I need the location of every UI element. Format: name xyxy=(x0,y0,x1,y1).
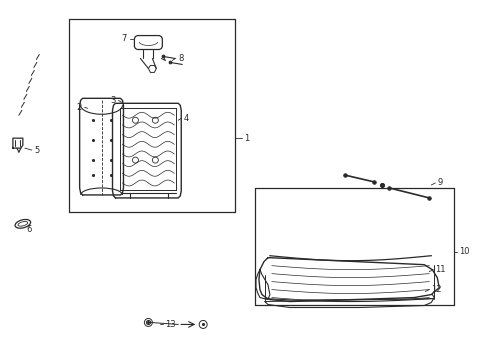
Text: 4: 4 xyxy=(183,114,188,123)
Text: 1: 1 xyxy=(244,134,249,143)
Text: 3: 3 xyxy=(110,96,116,105)
Text: 11: 11 xyxy=(434,265,445,274)
Text: 7: 7 xyxy=(121,34,126,43)
Text: 9: 9 xyxy=(436,179,442,188)
Text: 6: 6 xyxy=(26,225,31,234)
Text: 5: 5 xyxy=(35,145,40,154)
Text: 13: 13 xyxy=(165,320,176,329)
Text: 12: 12 xyxy=(430,285,441,294)
Text: 10: 10 xyxy=(458,247,468,256)
Text: 8: 8 xyxy=(178,54,183,63)
Text: 2: 2 xyxy=(77,103,81,112)
